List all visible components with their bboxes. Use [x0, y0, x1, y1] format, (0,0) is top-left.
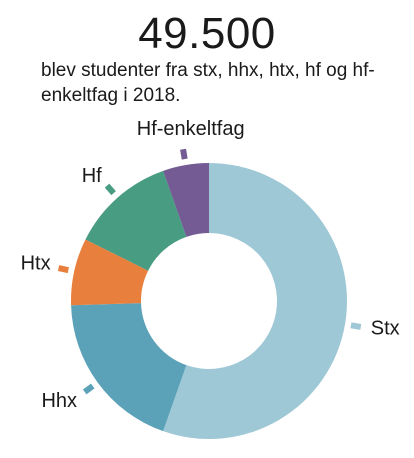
subtitle-text: blev studenter fra stx, hhx, htx, hf og … — [41, 60, 375, 106]
label-hf-enkeltfag: Hf-enkeltfag — [137, 118, 245, 140]
label-hhx: Hhx — [41, 390, 77, 412]
headline-number: 49.500 — [138, 9, 276, 58]
tick-hf-enkeltfag — [180, 148, 188, 160]
tick-hf — [104, 183, 116, 196]
donut-slices — [71, 163, 348, 439]
label-htx: Htx — [21, 253, 51, 275]
tick-stx — [350, 322, 362, 330]
slice-hf-enkeltfag — [163, 163, 209, 237]
tick-htx — [57, 265, 69, 274]
slice-htx — [71, 239, 149, 306]
label-stx: Stx — [371, 317, 400, 339]
label-ticks — [57, 148, 362, 395]
tick-hhx — [82, 383, 95, 395]
label-hf: Hf — [82, 165, 102, 187]
slice-labels: Stx Hhx Htx Hf Hf-enkeltfag — [21, 118, 400, 412]
slice-stx — [163, 163, 348, 439]
slice-hf — [85, 170, 187, 271]
slice-hhx — [71, 303, 187, 432]
